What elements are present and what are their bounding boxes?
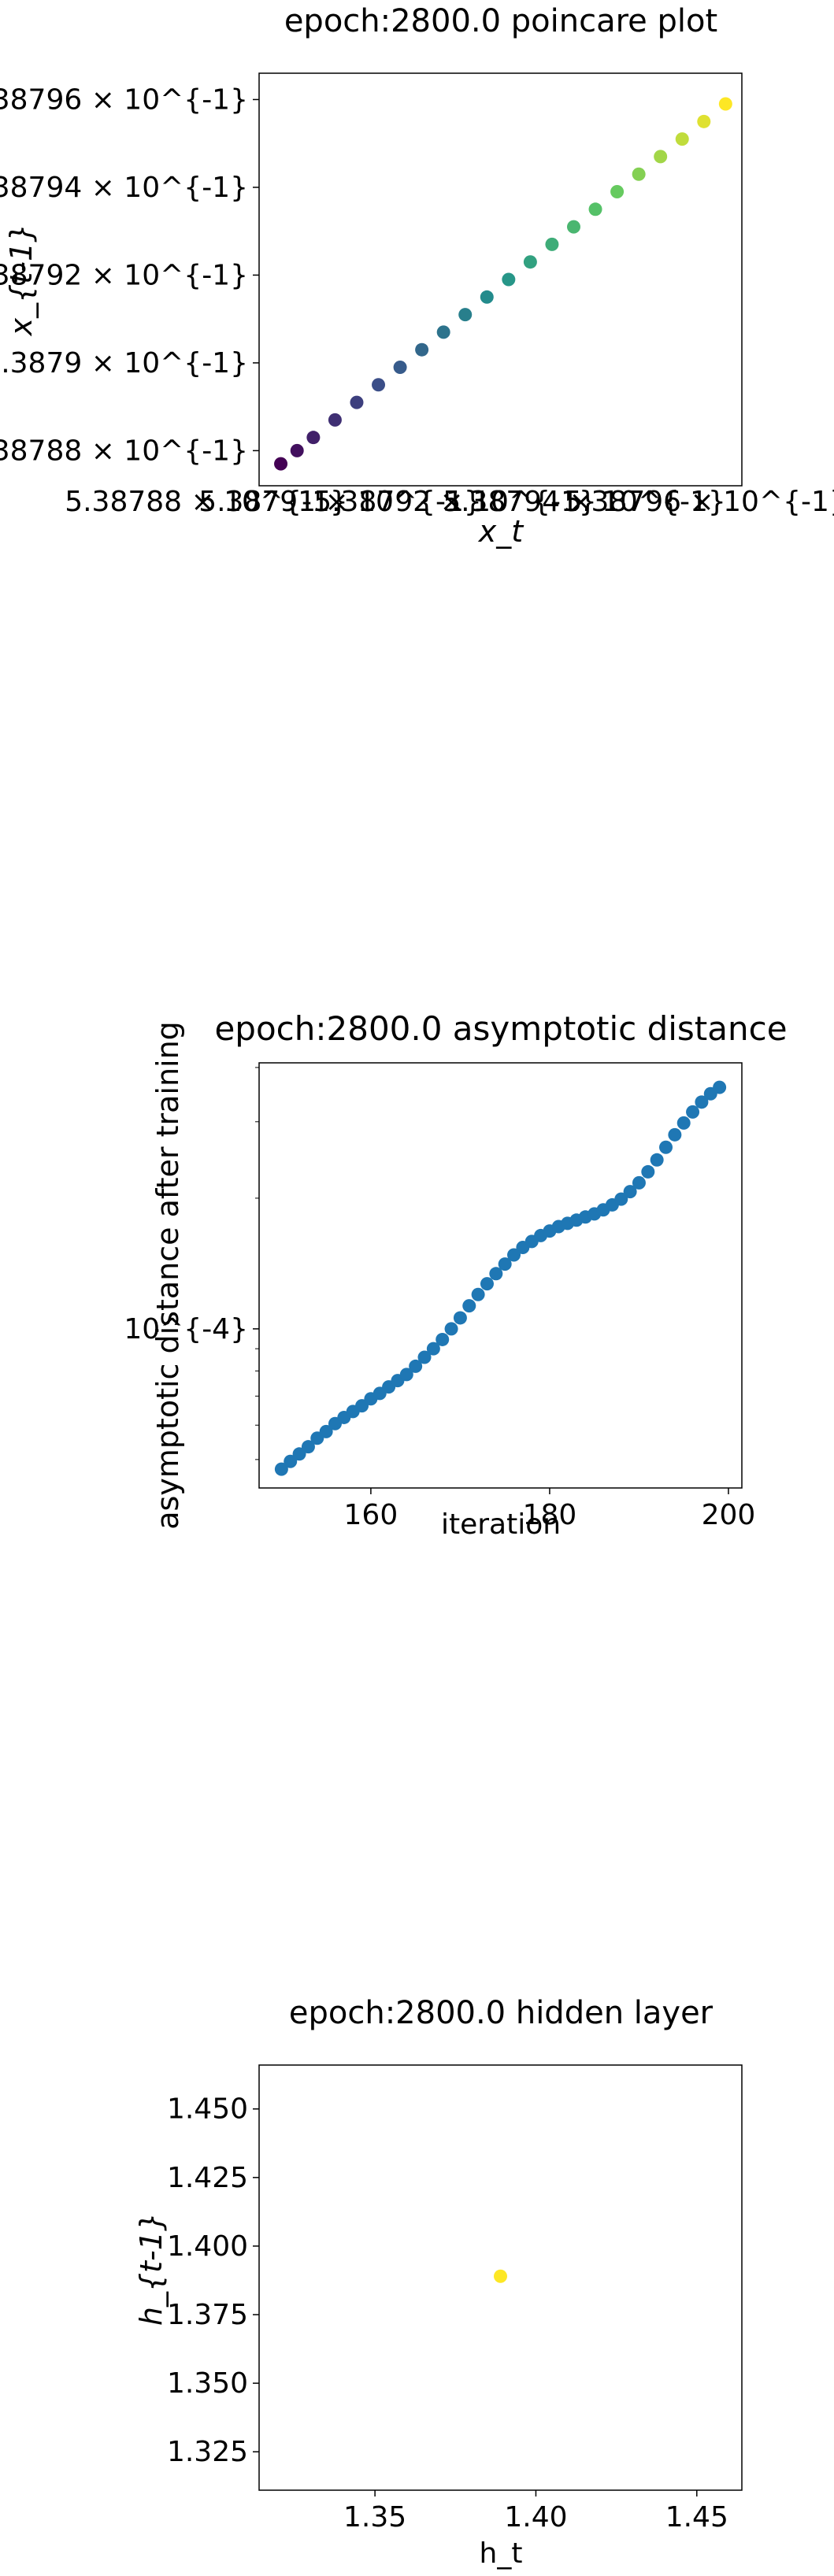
data-point bbox=[494, 2269, 507, 2283]
data-point bbox=[350, 395, 364, 409]
x-tick-label: 5.38788 × 10^{-1} bbox=[65, 486, 348, 518]
x-axis-label: h_t bbox=[480, 2537, 523, 2570]
data-point bbox=[632, 167, 646, 181]
data-point bbox=[650, 1153, 664, 1167]
data-point bbox=[319, 1424, 333, 1438]
x-tick-label: 5.38796 × 10^{-1} bbox=[564, 486, 834, 518]
data-point bbox=[462, 1299, 476, 1313]
data-point bbox=[471, 1287, 485, 1301]
data-point bbox=[426, 1342, 440, 1356]
data-point bbox=[566, 220, 580, 234]
y-tick-label: 1.375 bbox=[167, 2299, 248, 2331]
data-point bbox=[393, 360, 407, 374]
x-axis-label: iteration bbox=[441, 1508, 561, 1541]
data-point bbox=[306, 431, 321, 445]
data-point bbox=[415, 342, 429, 357]
y-tick-label: 5.38796 × 10^{-1} bbox=[0, 83, 248, 116]
y-axis-label: x_{t-1} bbox=[4, 224, 39, 337]
data-point bbox=[623, 1185, 637, 1199]
y-tick-label: 1.450 bbox=[167, 2093, 248, 2126]
poincare-chart-panel: epoch:2800.0 poincare plot 5.38788 × 10^… bbox=[0, 0, 834, 567]
hidden-layer-chart: epoch:2800.0 hidden layer 1.35 1.40 1.45 1… bbox=[134, 1995, 743, 2570]
data-point bbox=[290, 443, 304, 457]
data-point bbox=[668, 1127, 682, 1142]
y-tick-label: 1.425 bbox=[167, 2162, 248, 2194]
x-tick-label: 160 bbox=[344, 1499, 398, 1531]
data-point bbox=[372, 378, 386, 392]
data-point bbox=[399, 1368, 413, 1382]
plot-frame bbox=[258, 1062, 743, 1489]
y-tick-label: 1.350 bbox=[167, 2367, 248, 2400]
data-point bbox=[480, 1277, 494, 1291]
data-point bbox=[713, 1080, 727, 1094]
data-point bbox=[480, 290, 494, 304]
y-tick-label: 1.400 bbox=[167, 2230, 248, 2263]
chart-title: epoch:2800.0 asymptotic distance bbox=[214, 1009, 787, 1048]
y-tick-label: 1.325 bbox=[167, 2436, 248, 2468]
y-tick-label: 5.38788 × 10^{-1} bbox=[0, 435, 248, 467]
data-point bbox=[453, 1311, 467, 1325]
x-axis-label: x_t bbox=[478, 514, 524, 549]
data-point bbox=[686, 1105, 700, 1119]
data-point bbox=[409, 1359, 423, 1373]
x-axis-label-text: x_t bbox=[478, 514, 524, 549]
x-tick-label: 1.40 bbox=[504, 2501, 567, 2533]
data-point bbox=[498, 1257, 512, 1271]
data-point bbox=[718, 97, 732, 111]
data-point bbox=[444, 1322, 458, 1336]
poincare-chart: epoch:2800.0 poincare plot 5.38788 × 10^… bbox=[0, 3, 834, 549]
data-point bbox=[697, 114, 711, 128]
asymptotic-distance-chart-panel: epoch:2800.0 asymptotic distance 160 180 2… bbox=[0, 1008, 834, 1575]
x-tick-label: 1.35 bbox=[343, 2501, 406, 2533]
y-axis-label: asymptotic distance after training bbox=[150, 1021, 185, 1530]
y-tick-label: 5.38794 × 10^{-1} bbox=[0, 172, 248, 204]
y-axis-label-text: x_{t-1} bbox=[4, 224, 39, 337]
data-point bbox=[632, 1175, 646, 1190]
x-tick-label: 200 bbox=[702, 1499, 756, 1531]
data-point bbox=[292, 1447, 306, 1461]
data-point bbox=[654, 150, 668, 164]
data-point bbox=[610, 185, 625, 199]
y-axis-label-text: h_{t-1} bbox=[134, 2212, 169, 2326]
data-point bbox=[417, 1350, 432, 1364]
plot-frame bbox=[258, 72, 743, 487]
x-tick-label: 1.45 bbox=[665, 2501, 728, 2533]
chart-title: epoch:2800.0 hidden layer bbox=[289, 1995, 714, 2031]
data-point bbox=[328, 413, 342, 427]
plot-frame bbox=[258, 2064, 743, 2491]
y-tick-label: 5.3879 × 10^{-1} bbox=[0, 347, 248, 379]
data-point bbox=[458, 308, 473, 322]
data-point bbox=[436, 1332, 450, 1346]
x-tick-label: 5.38792 × 10^{-1} bbox=[313, 486, 597, 518]
data-point bbox=[436, 325, 450, 339]
asymptotic-distance-chart: epoch:2800.0 asymptotic distance 160 180 2… bbox=[124, 1009, 787, 1541]
data-point bbox=[284, 1454, 298, 1468]
y-tick-label: 5.38792 × 10^{-1} bbox=[0, 259, 248, 291]
data-point bbox=[588, 202, 602, 217]
data-point bbox=[502, 272, 516, 287]
data-point bbox=[676, 1116, 691, 1130]
data-point bbox=[274, 1462, 288, 1476]
data-point bbox=[695, 1095, 709, 1109]
chart-title: epoch:2800.0 poincare plot bbox=[284, 3, 717, 39]
data-point bbox=[614, 1192, 628, 1206]
hidden-layer-chart-panel: epoch:2800.0 hidden layer 1.35 1.40 1.45 1… bbox=[0, 1984, 834, 2573]
x-tick-label: 5.38794 × 10^{-1} bbox=[443, 486, 726, 518]
data-point bbox=[274, 457, 288, 471]
data-point bbox=[675, 132, 689, 146]
y-tick-label: 10^{-4} bbox=[124, 1313, 248, 1345]
data-point bbox=[507, 1248, 521, 1262]
data-point bbox=[523, 255, 537, 269]
data-point bbox=[659, 1140, 673, 1154]
data-point bbox=[301, 1440, 315, 1454]
x-tick-label: 5.38791 × 10^{-1} bbox=[198, 486, 482, 518]
y-axis-label: h_{t-1} bbox=[134, 2212, 169, 2326]
x-tick-label: 180 bbox=[523, 1499, 577, 1531]
data-point bbox=[545, 237, 559, 251]
data-point bbox=[489, 1267, 503, 1281]
data-point bbox=[641, 1164, 655, 1179]
